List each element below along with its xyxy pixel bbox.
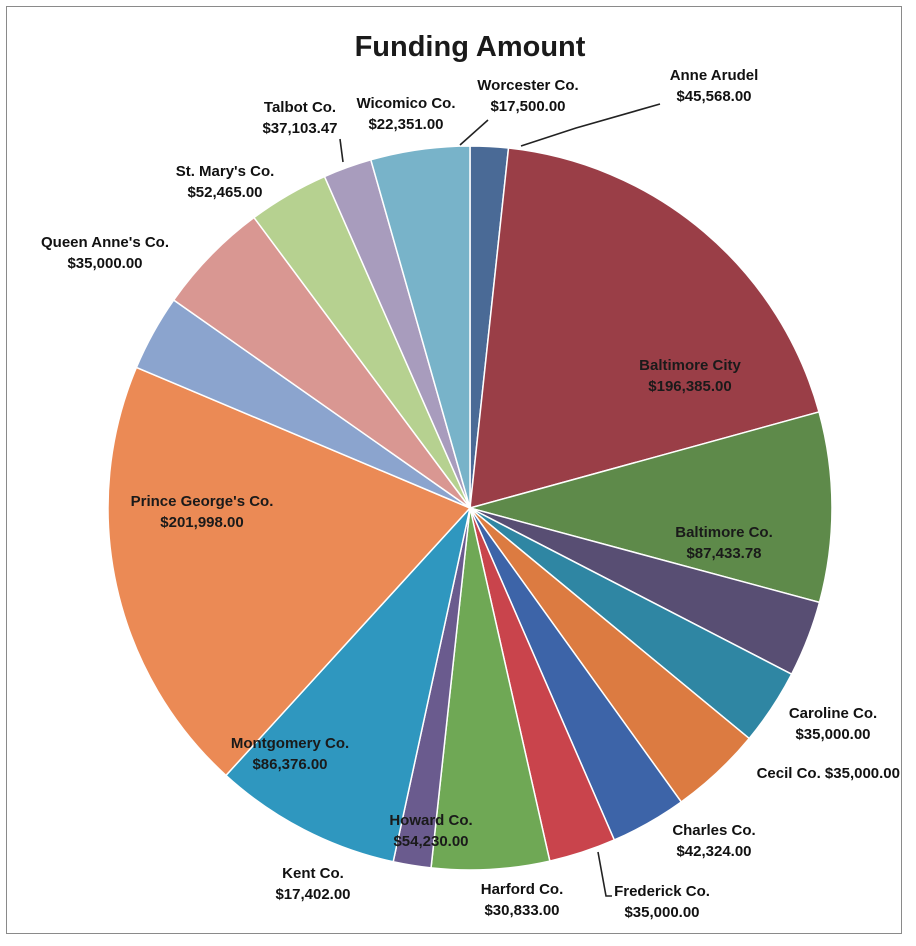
data-label-prince-george-s-co-name: Prince George's Co. (131, 493, 274, 510)
data-label-montgomery-co-value: $86,376.00 (252, 756, 327, 773)
data-label-queen-anne-s-co-name: Queen Anne's Co. (41, 234, 169, 251)
data-label-anne-arudel-value: $45,568.00 (676, 88, 751, 105)
leader-lines (339, 103, 661, 897)
pie-slice-montgomery-co (224, 505, 472, 863)
leader-line-frederick-co (597, 851, 612, 897)
leader-line-talbot-co (339, 138, 344, 163)
data-label-howard-co-name: Howard Co. (389, 812, 472, 829)
data-label-kent-co-name: Kent Co. (282, 865, 344, 882)
data-label-harford-co-value: $30,833.00 (484, 902, 559, 919)
data-labels: Worcester Co. $17,500.00 Baltimore City $19… (41, 67, 900, 921)
data-label-worcester-co-value: $17,500.00 (490, 98, 565, 115)
pie-slice-prince-george-s-co (107, 366, 472, 777)
data-label-caroline-co-name: Caroline Co. (789, 705, 877, 722)
pie-slice-baltimore-city (469, 147, 820, 510)
data-label-kent-co-value: $17,402.00 (275, 886, 350, 903)
leader-line-worcester-co (459, 119, 489, 146)
data-label-worcester-co-name: Worcester Co. (477, 77, 578, 94)
data-label-charles-co-value: $42,324.00 (676, 843, 751, 860)
data-label-caroline-co-value: $35,000.00 (795, 726, 870, 743)
data-label-cecil-co-name: Cecil Co. $35,000.00 (757, 765, 900, 782)
chart-border (6, 6, 902, 934)
data-label-howard-co-value: $54,230.00 (393, 833, 468, 850)
data-label-st-mary-s-co-value: $52,465.00 (187, 184, 262, 201)
chart-title: Funding Amount (355, 31, 586, 63)
data-label-wicomico-co-name: Wicomico Co. (356, 95, 455, 112)
pie-slice-baltimore-co (467, 411, 833, 604)
data-label-talbot-co-name: Talbot Co. (264, 99, 336, 116)
data-label-baltimore-co-name: Baltimore Co. (675, 524, 773, 541)
data-label-harford-co-name: Harford Co. (481, 881, 564, 898)
data-label-anne-arudel-name: Anne Arudel (670, 67, 759, 84)
data-label-frederick-co-value: $35,000.00 (624, 904, 699, 921)
data-label-frederick-co-name: Frederick Co. (614, 883, 710, 900)
pie-slices (107, 145, 833, 871)
data-label-queen-anne-s-co-value: $35,000.00 (67, 255, 142, 272)
data-label-st-mary-s-co-name: St. Mary's Co. (176, 163, 275, 180)
data-label-baltimore-city-name: Baltimore City (639, 357, 741, 374)
data-label-baltimore-co-value: $87,433.78 (686, 545, 761, 562)
data-label-talbot-co-value: $37,103.47 (262, 120, 337, 137)
data-label-baltimore-city-value: $196,385.00 (648, 378, 731, 395)
leader-line-anne-arudel (520, 103, 661, 147)
pie-slice-anne-arudel (369, 145, 471, 509)
data-label-charles-co-name: Charles Co. (672, 822, 755, 839)
data-label-montgomery-co-name: Montgomery Co. (231, 735, 349, 752)
data-label-prince-george-s-co-value: $201,998.00 (160, 514, 243, 531)
data-label-wicomico-co-value: $22,351.00 (368, 116, 443, 133)
